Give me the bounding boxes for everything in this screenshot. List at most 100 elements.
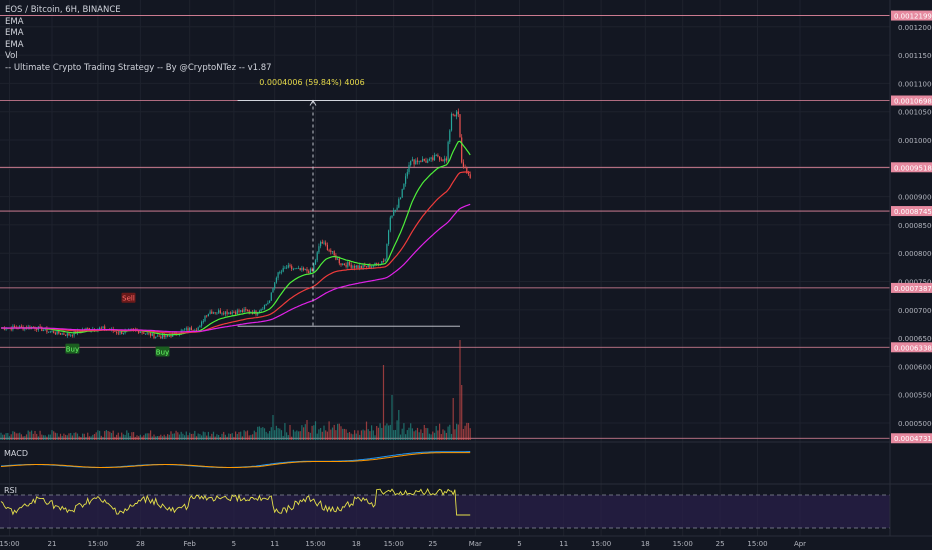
candle-body: [405, 176, 407, 184]
volume-bar: [206, 435, 208, 440]
volume-bar: [467, 422, 470, 440]
volume-bar: [184, 435, 186, 440]
candle-body: [161, 334, 164, 339]
candle-body: [284, 267, 286, 269]
volume-bar: [207, 431, 209, 440]
candle-body: [447, 141, 449, 161]
candle-body: [282, 268, 284, 272]
candle-body: [14, 326, 16, 328]
volume-bar: [299, 431, 301, 440]
candle-body: [299, 268, 301, 271]
volume-bar: [367, 429, 369, 440]
candle-body: [425, 160, 427, 163]
measurement-tool[interactable]: [237, 99, 460, 327]
candle-body: [411, 159, 413, 161]
volume-bar: [241, 436, 243, 440]
volume-bar: [337, 423, 339, 440]
candle-body: [355, 265, 357, 268]
volume-bar: [416, 427, 419, 440]
legend-strategy[interactable]: -- Ultimate Crypto Trading Strategy -- B…: [5, 62, 272, 73]
time-axis[interactable]: 15:00 21 15:00 28 Feb 5 11 15:00 18 15:00 25 Mar 5 11…: [0, 540, 806, 548]
candle-body: [65, 334, 67, 336]
volume-bar: [303, 427, 305, 440]
time-tick-label: 11: [270, 540, 279, 548]
candle-body: [139, 332, 141, 333]
volume-bar: [335, 430, 337, 440]
volume-bar: [333, 424, 335, 440]
volume-bar: [374, 435, 376, 440]
volume-bar: [250, 434, 252, 440]
volume-bar: [410, 423, 412, 440]
volume-bar: [362, 429, 364, 440]
candle-body: [286, 267, 288, 269]
candle-body: [270, 292, 272, 301]
volume-bar: [345, 429, 347, 440]
volume-bar: [313, 425, 315, 440]
candle-body: [439, 156, 441, 160]
volume-bar: [365, 421, 368, 440]
candle-body: [294, 268, 296, 270]
volume-bar: [167, 434, 169, 440]
candle-body: [337, 258, 339, 260]
volume-bar: [97, 430, 99, 440]
volume-bar: [173, 433, 175, 440]
candle-body: [76, 330, 79, 334]
time-tick-label: 25: [428, 540, 437, 548]
volume-bar: [155, 436, 157, 440]
candle-body: [399, 197, 402, 200]
legend-ema-3[interactable]: EMA: [5, 39, 24, 50]
macd-label: MACD: [4, 449, 28, 458]
volume-bar: [389, 424, 391, 440]
volume-bar: [121, 432, 123, 440]
volume-bar: [24, 436, 26, 440]
volume-bar: [279, 428, 281, 440]
candle-body: [228, 312, 230, 314]
volume-bar: [415, 430, 417, 440]
volume-bar: [87, 432, 89, 440]
volume-bar: [104, 431, 106, 440]
candle-body: [389, 217, 391, 231]
buy-signal: Buy: [155, 346, 170, 357]
volume-bar: [165, 436, 167, 440]
legend-ema-1[interactable]: EMA: [5, 16, 24, 27]
candle-body: [401, 189, 403, 198]
candle-body: [303, 267, 305, 270]
volume-bar: [53, 431, 55, 440]
volume-bar: [2, 434, 4, 440]
price-level-tag: [891, 342, 932, 353]
volume-bar: [381, 427, 383, 440]
candle-body: [163, 334, 165, 338]
candle-body: [199, 325, 201, 328]
volume-bar: [134, 436, 136, 440]
volume-bar: [223, 431, 225, 440]
volume-bar: [428, 433, 430, 440]
volume-bar: [449, 424, 451, 440]
legend-vol[interactable]: Vol: [5, 51, 18, 61]
legend-ema-2[interactable]: EMA: [5, 28, 24, 38]
candle-body: [265, 304, 267, 305]
volume-bar: [99, 430, 101, 440]
price-level-tag: [891, 206, 932, 217]
volume-bar: [379, 423, 381, 440]
candle-body: [367, 264, 369, 268]
volume-bar: [156, 435, 158, 440]
volume-bar: [316, 433, 318, 440]
time-tick-label: 15:00: [0, 540, 20, 548]
volume-bar: [153, 434, 155, 440]
volume-bar: [93, 433, 96, 440]
volume-bar: [107, 431, 109, 440]
candle-body: [420, 160, 422, 162]
candle-body: [235, 312, 237, 315]
volume-bar: [85, 436, 87, 440]
candle-body: [100, 327, 102, 329]
candle-body: [201, 321, 203, 326]
volume-bar: [150, 430, 152, 440]
measure-arrow: [309, 99, 317, 106]
volume-bar: [461, 385, 463, 440]
grid: [0, 0, 890, 536]
candle-body: [53, 331, 55, 334]
volume-bar: [192, 433, 194, 440]
